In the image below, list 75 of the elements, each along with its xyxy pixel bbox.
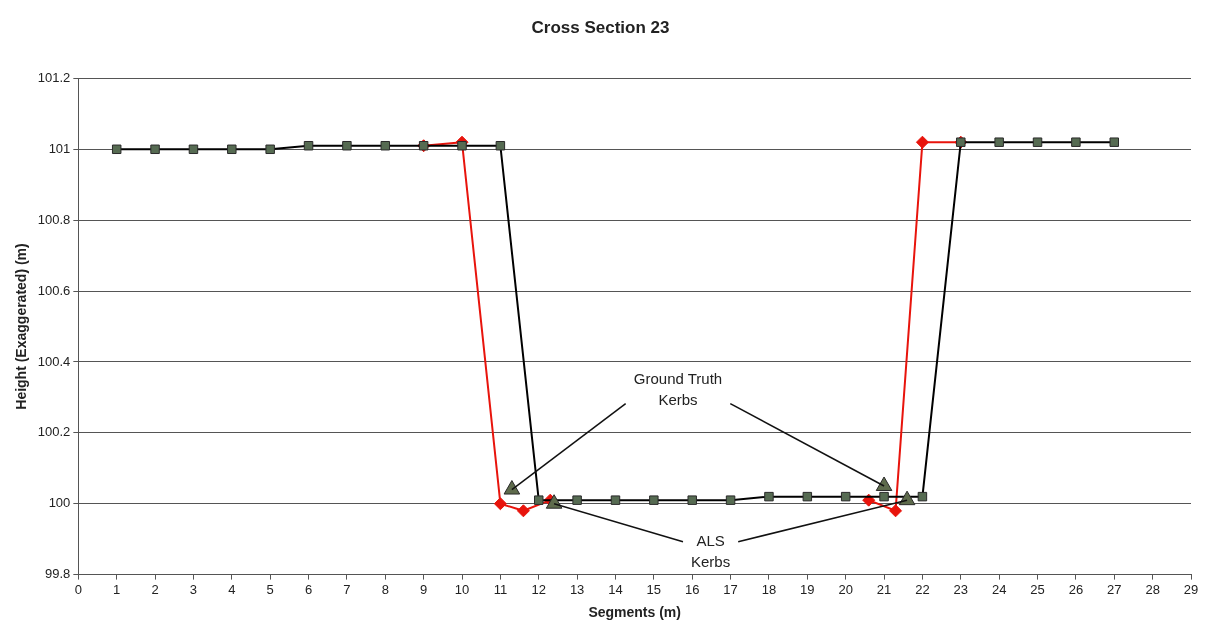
y-tick-label: 100.6 xyxy=(37,282,71,298)
point xyxy=(1109,137,1120,147)
x-tick-label: 27 xyxy=(1107,581,1122,597)
x-tick-label: 11 xyxy=(493,581,508,597)
x-tick-label: 29 xyxy=(1183,581,1199,597)
x-tick-label: 6 xyxy=(304,581,313,597)
point xyxy=(188,144,199,155)
x-tick-label: 25 xyxy=(1030,581,1045,597)
point xyxy=(917,491,928,502)
x-tick-label: 28 xyxy=(1145,581,1160,597)
annotation: Ground Truth Kerbs xyxy=(633,369,723,408)
x-tick-label: 15 xyxy=(646,581,662,597)
x-tick-label: 4 xyxy=(228,581,236,597)
x-tick-label: 18 xyxy=(761,581,777,597)
point xyxy=(840,491,851,502)
annotation: ALS Kerbs xyxy=(690,531,731,570)
point xyxy=(725,495,736,505)
point xyxy=(545,494,563,509)
point xyxy=(610,495,621,505)
y-axis-title: Height (Exaggerated) (m) xyxy=(13,243,30,410)
point xyxy=(493,497,507,511)
x-tick-label: 21 xyxy=(876,581,892,597)
point xyxy=(764,491,774,502)
point xyxy=(457,141,467,151)
point xyxy=(303,141,314,151)
x-tick-label: 8 xyxy=(381,581,389,597)
x-tick-label: 10 xyxy=(454,581,470,597)
point xyxy=(495,141,506,151)
x-tick-label: 12 xyxy=(531,581,546,597)
x-tick-label: 23 xyxy=(953,581,969,597)
point xyxy=(889,504,903,518)
point xyxy=(227,144,237,155)
y-tick-label: 101.2 xyxy=(37,69,71,85)
point xyxy=(534,495,544,505)
y-tick-label: 100 xyxy=(48,495,71,511)
y-tick-label: 100.8 xyxy=(37,211,71,227)
point xyxy=(898,490,916,506)
x-tick-label: 5 xyxy=(266,581,274,597)
x-tick-label: 19 xyxy=(800,581,815,597)
y-tick-label: 100.4 xyxy=(37,353,71,369)
point xyxy=(915,135,929,149)
point xyxy=(994,137,1004,147)
point xyxy=(802,491,813,502)
x-tick-label: 17 xyxy=(723,581,738,597)
y-tick-label: 100.2 xyxy=(37,424,71,440)
y-tick-label: 101 xyxy=(48,140,71,156)
x-tick-label: 13 xyxy=(569,581,585,597)
x-tick-label: 1 xyxy=(113,581,121,597)
point xyxy=(1032,137,1043,147)
x-tick-label: 0 xyxy=(74,581,82,597)
x-tick-label: 3 xyxy=(189,581,198,597)
x-tick-label: 7 xyxy=(343,581,351,597)
point xyxy=(380,141,391,151)
chart-title: Cross Section 23 xyxy=(531,17,670,37)
x-tick-label: 14 xyxy=(608,581,623,597)
x-tick-label: 20 xyxy=(838,581,853,597)
x-tick-label: 2 xyxy=(151,581,159,597)
point xyxy=(649,495,659,505)
point xyxy=(111,144,122,155)
point xyxy=(572,495,582,505)
point xyxy=(503,480,521,495)
point xyxy=(1071,137,1081,147)
point xyxy=(342,141,352,151)
x-tick-label: 16 xyxy=(684,581,700,597)
x-tick-label: 26 xyxy=(1068,581,1084,597)
x-tick-label: 24 xyxy=(991,581,1007,597)
point xyxy=(687,495,697,505)
y-tick-label: 99.8 xyxy=(45,566,71,582)
point xyxy=(879,491,889,502)
x-axis-title: Segments (m) xyxy=(588,604,681,621)
point xyxy=(265,144,275,155)
x-tick-label: 9 xyxy=(420,581,428,597)
point xyxy=(516,504,530,518)
x-tick-label: 22 xyxy=(915,581,930,597)
point xyxy=(150,144,160,155)
